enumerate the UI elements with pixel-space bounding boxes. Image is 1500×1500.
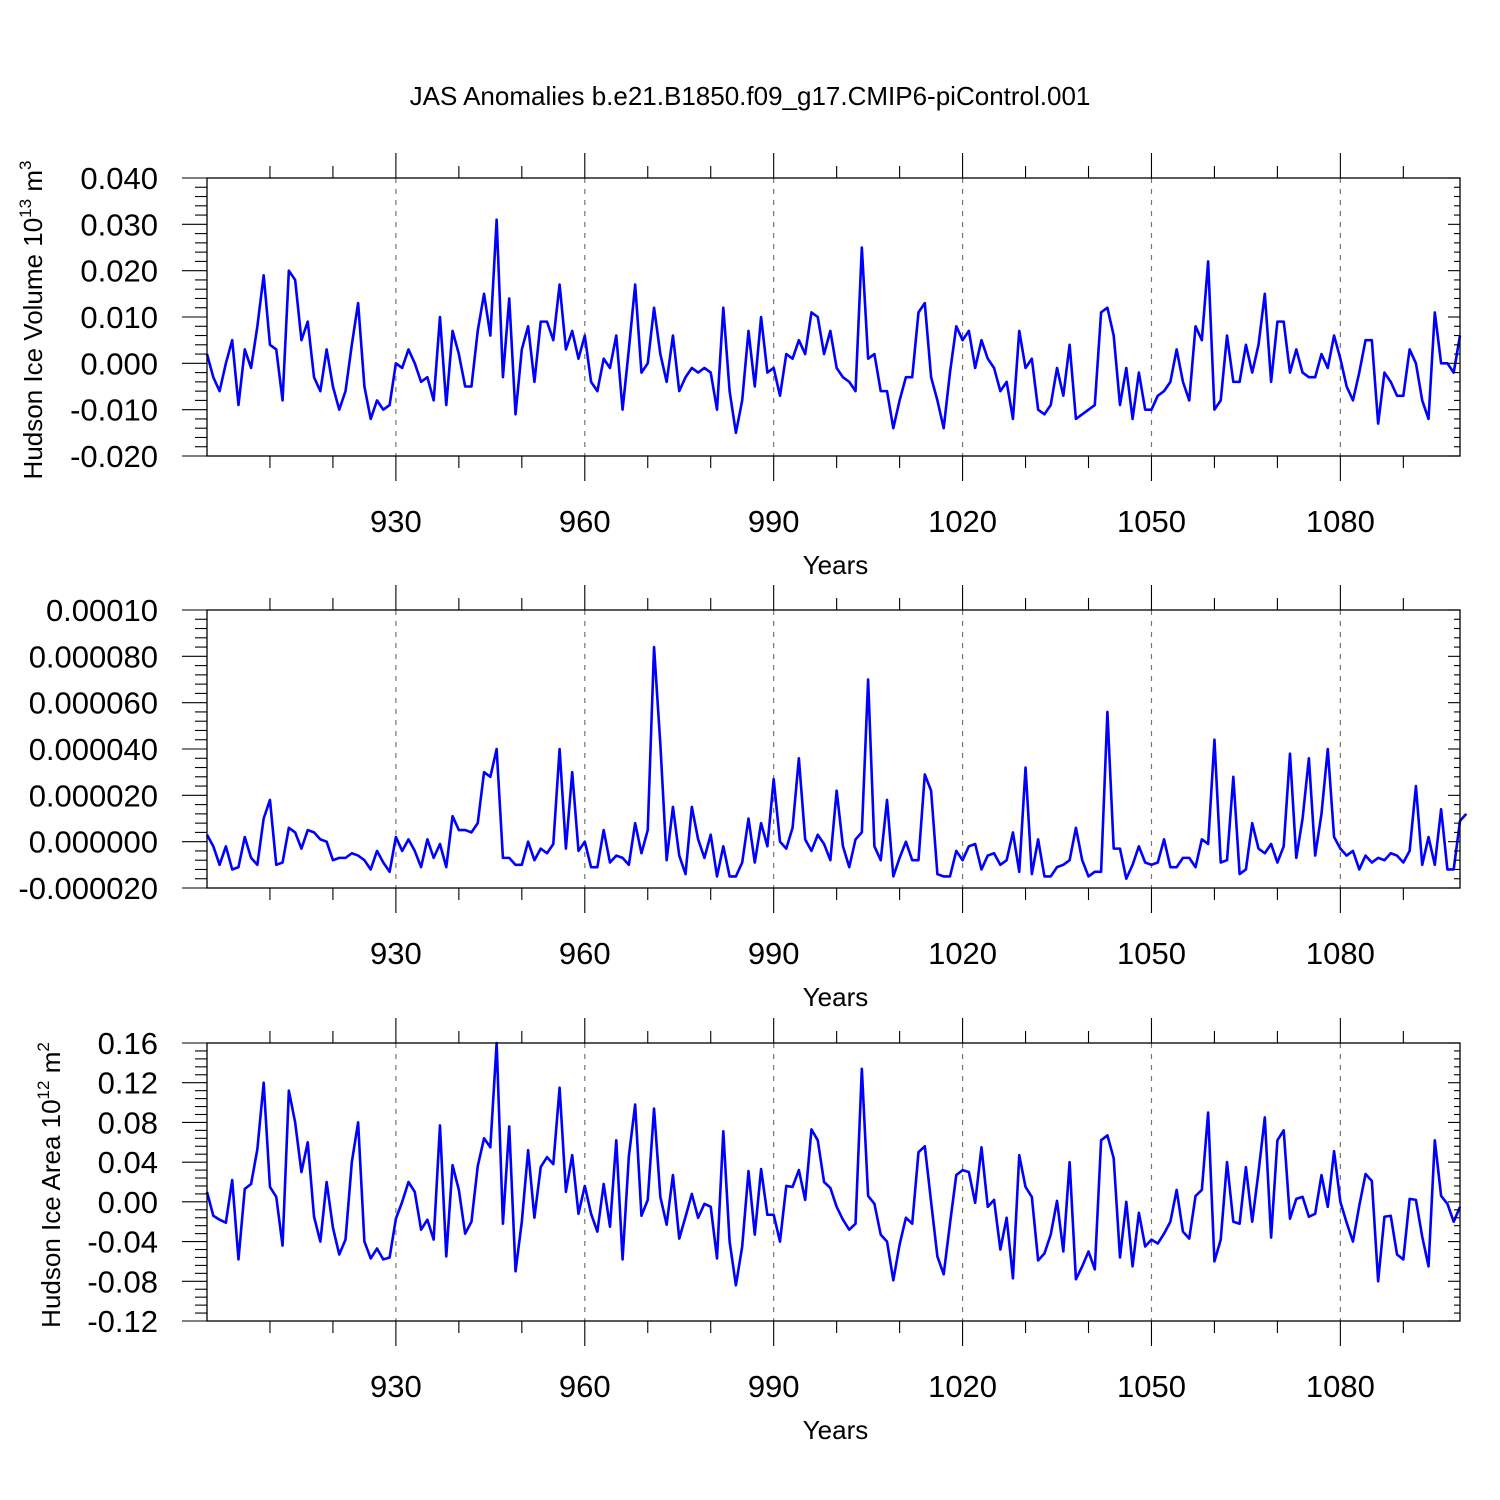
series-line [205, 645, 1468, 881]
y-axis-label-part: Hudson Ice Volume [18, 247, 48, 480]
y-axis-label-part: Hudson Ice Area [36, 1128, 66, 1327]
figure-title: JAS Anomalies b.e21.B1850.f09_g17.CMIP6-… [410, 81, 1091, 111]
y-tick-label: 0.00010 [46, 593, 158, 628]
panel-2: -0.000020 0.000000 0.000020 0.000040 0.00006… [18, 585, 1468, 1012]
x-tick-label: 1050 [1117, 1369, 1186, 1404]
series-line [205, 218, 1462, 435]
y-tick-label: 0.040 [80, 161, 158, 196]
x-tick-label: 990 [748, 504, 800, 539]
y-tick-label: -0.020 [70, 439, 158, 474]
plot-frame [206, 177, 1461, 457]
y-axis-label-part: 10 [36, 1099, 66, 1128]
y-tick-label: -0.000020 [18, 871, 158, 906]
y-axis-label: Hudson Ice Volume 1013 m3 [16, 161, 48, 480]
y-tick-label: 0.00 [98, 1185, 158, 1220]
y-axis-label-superscript: 13 [16, 199, 35, 218]
y-axis-label-part: m [18, 170, 48, 199]
y-tick-label: 0.000060 [29, 686, 158, 721]
y-tick-label: 0.000040 [29, 732, 158, 767]
x-tick-label: 1080 [1306, 1369, 1375, 1404]
y-tick-label: 0.000020 [29, 778, 158, 813]
y-axis-label-part: 10 [18, 218, 48, 247]
y-tick-label: 0.08 [98, 1105, 158, 1140]
x-tick-label: 990 [748, 1369, 800, 1404]
y-tick-label: 0.000000 [29, 825, 158, 860]
x-tick-label: 960 [559, 936, 611, 971]
x-tick-label: 930 [370, 1369, 422, 1404]
y-tick-label: 0.000080 [29, 639, 158, 674]
x-axis-label: Years [803, 550, 869, 580]
panel-3: -0.12 -0.08 -0.04 0.00 0.04 0.08 0.12 0.16 930 96… [34, 1018, 1462, 1445]
y-tick-label: -0.04 [87, 1225, 158, 1260]
y-tick-label: 0.16 [98, 1026, 158, 1061]
x-tick-label: 1020 [928, 504, 997, 539]
series-line [205, 1041, 1462, 1287]
y-tick-label: 0.030 [80, 207, 158, 242]
x-tick-label: 1020 [928, 936, 997, 971]
y-tick-label: 0.010 [80, 300, 158, 335]
y-tick-label: 0.04 [98, 1145, 158, 1180]
y-axis-label-superscript: 2 [34, 1042, 53, 1051]
x-tick-label: 1080 [1306, 936, 1375, 971]
x-tick-label: 1050 [1117, 936, 1186, 971]
x-tick-label: 1080 [1306, 504, 1375, 539]
y-tick-label: -0.08 [87, 1264, 158, 1299]
x-tick-label: 930 [370, 936, 422, 971]
panel-1: -0.020 -0.010 0.000 0.010 0.020 0.030 0.040 930… [16, 153, 1462, 580]
y-axis-label: Hudson Ice Area 1012 m2 [34, 1042, 66, 1328]
y-axis-label-part: m [36, 1052, 66, 1081]
plot-frame [206, 1042, 1461, 1322]
y-axis-label-superscript: 3 [16, 161, 35, 170]
y-tick-label: -0.010 [70, 393, 158, 428]
x-tick-label: 960 [559, 504, 611, 539]
x-axis-label: Years [803, 1415, 869, 1445]
x-tick-label: 990 [748, 936, 800, 971]
y-axis-label-superscript: 12 [34, 1081, 53, 1100]
y-tick-label: 0.020 [80, 254, 158, 289]
x-tick-label: 960 [559, 1369, 611, 1404]
y-tick-label: -0.12 [87, 1304, 158, 1339]
y-tick-label: 0.12 [98, 1066, 158, 1101]
x-tick-label: 1050 [1117, 504, 1186, 539]
x-tick-label: 1020 [928, 1369, 997, 1404]
x-axis-label: Years [803, 982, 869, 1012]
x-tick-label: 930 [370, 504, 422, 539]
y-tick-label: 0.000 [80, 346, 158, 381]
